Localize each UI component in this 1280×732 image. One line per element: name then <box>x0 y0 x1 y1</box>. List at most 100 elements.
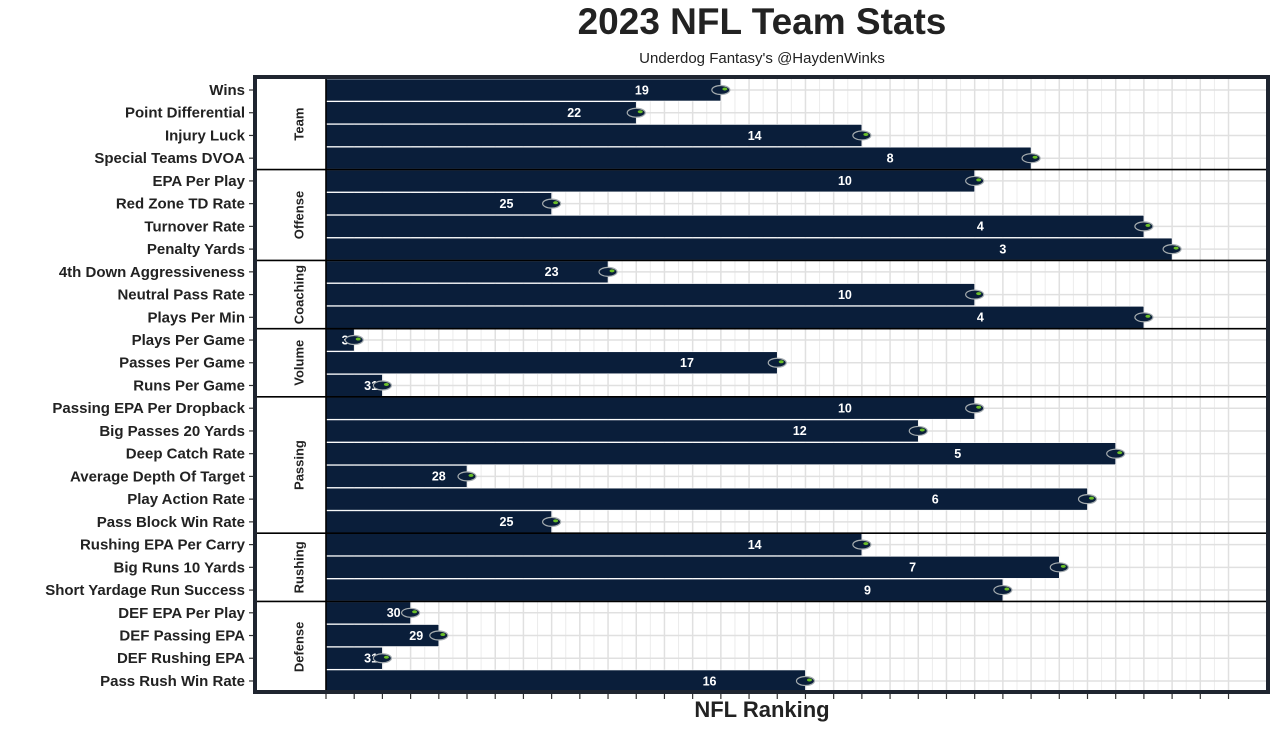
y-tick-label: 4th Down Aggressiveness <box>59 264 245 281</box>
logo-body <box>598 266 618 277</box>
bar <box>325 419 919 443</box>
logo-accent <box>976 405 982 409</box>
bar <box>325 260 609 284</box>
team-logo <box>993 584 1013 596</box>
logo-body <box>626 107 646 118</box>
y-tick-label: Plays Per Min <box>147 309 245 326</box>
logo-body <box>1162 244 1182 255</box>
bar <box>325 305 1145 329</box>
team-logo <box>795 675 816 687</box>
team-logo <box>965 289 985 300</box>
logo-body <box>767 357 787 368</box>
value-label: 30 <box>387 606 401 620</box>
bar <box>325 101 637 125</box>
team-logo <box>598 266 618 277</box>
facet-label: Passing <box>291 440 306 490</box>
team-logo <box>1106 448 1126 459</box>
value-label: 14 <box>748 538 762 552</box>
value-label: 10 <box>838 288 852 302</box>
logo-accent <box>778 360 784 364</box>
logo-accent <box>1145 314 1151 318</box>
value-label: 5 <box>954 447 961 461</box>
team-logo <box>401 607 421 618</box>
logo-body <box>372 653 393 664</box>
value-label: 6 <box>932 492 939 506</box>
facet-label: Defense <box>291 622 306 673</box>
logo-body <box>372 380 393 391</box>
bar <box>325 578 1004 602</box>
logo-accent <box>609 269 615 273</box>
logo-body <box>993 584 1013 596</box>
value-label: 16 <box>703 674 717 688</box>
team-logo <box>429 630 449 641</box>
logo-body <box>401 607 421 618</box>
logo-body <box>965 289 985 300</box>
logo-accent <box>355 337 361 341</box>
logo-body <box>965 175 985 187</box>
y-tick-label: DEF EPA Per Play <box>118 605 245 622</box>
chart-title: 2023 NFL Team Stats <box>578 1 947 42</box>
logo-accent <box>1173 246 1179 250</box>
logo-body <box>852 539 872 550</box>
value-label: 22 <box>567 106 581 120</box>
value-label: 4 <box>977 220 984 234</box>
team-logo <box>908 425 928 437</box>
bar <box>325 396 975 420</box>
facet-strip <box>255 533 326 602</box>
logo-body <box>852 130 872 141</box>
y-tick-label: DEF Passing EPA <box>119 627 245 644</box>
team-logo <box>1049 562 1069 573</box>
bar <box>325 237 1173 261</box>
bar <box>325 283 975 306</box>
team-logo <box>852 539 872 550</box>
logo-body <box>711 84 731 96</box>
logo-body <box>344 334 364 346</box>
logo-accent <box>722 87 728 91</box>
y-tick-label: Short Yardage Run Success <box>45 582 245 599</box>
logo-body <box>1077 494 1098 505</box>
logo-accent <box>637 110 643 114</box>
facet-label: Rushing <box>291 541 306 593</box>
bar <box>325 215 1145 238</box>
y-tick-label: Passes Per Game <box>119 355 245 372</box>
facet-strip <box>255 169 326 261</box>
team-logo <box>542 198 562 209</box>
logo-accent <box>1004 587 1010 591</box>
team-logo <box>1134 221 1154 232</box>
y-tick-label: Point Differential <box>125 105 245 122</box>
logo-accent <box>1088 496 1094 500</box>
y-tick-label: Passing EPA Per Dropback <box>52 400 245 417</box>
y-tick-label: Injury Luck <box>165 127 246 144</box>
y-tick-label: Deep Catch Rate <box>126 446 245 463</box>
logo-body <box>1134 312 1154 323</box>
logo-body <box>908 425 928 437</box>
y-tick-label: Plays Per Game <box>132 332 245 349</box>
y-tick-label: DEF Rushing EPA <box>117 650 245 667</box>
value-label: 25 <box>500 197 514 211</box>
facet-strip <box>255 260 326 329</box>
logo-accent <box>806 678 812 682</box>
logo-accent <box>976 178 982 182</box>
bar <box>325 146 1032 170</box>
y-tick-label: Runs Per Game <box>133 377 245 394</box>
y-tick-label: Pass Rush Win Rate <box>100 673 245 690</box>
panel-border <box>253 75 1270 694</box>
bar <box>325 533 863 556</box>
value-label: 10 <box>838 402 852 416</box>
bar <box>325 351 778 375</box>
value-label: 12 <box>793 424 807 438</box>
x-axis-title: NFL Ranking <box>694 697 829 722</box>
logo-accent <box>1145 223 1151 227</box>
bar <box>325 487 1088 511</box>
team-logo <box>344 334 364 346</box>
logo-accent <box>440 633 446 637</box>
facet-label: Team <box>291 108 306 141</box>
logo-accent <box>919 428 925 432</box>
logo-body <box>1021 153 1041 164</box>
logo-accent <box>863 542 869 546</box>
logo-accent <box>1060 564 1066 568</box>
bar <box>325 124 863 147</box>
facet-label: Volume <box>291 340 306 386</box>
value-label: 8 <box>887 151 894 165</box>
bar <box>325 169 975 193</box>
